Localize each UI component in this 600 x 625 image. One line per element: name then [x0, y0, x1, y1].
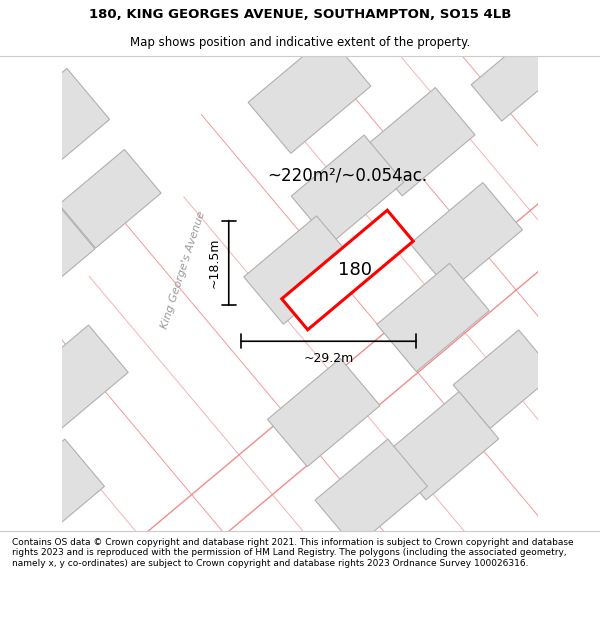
Polygon shape — [362, 88, 475, 196]
Polygon shape — [315, 439, 427, 548]
Polygon shape — [453, 330, 556, 429]
Text: ~220m²/~0.054ac.: ~220m²/~0.054ac. — [268, 166, 428, 184]
Text: 180: 180 — [338, 261, 371, 279]
Polygon shape — [248, 35, 371, 153]
Polygon shape — [282, 210, 413, 330]
Polygon shape — [377, 263, 489, 372]
Polygon shape — [410, 182, 523, 291]
Text: King George's Avenue: King George's Avenue — [160, 210, 208, 330]
Polygon shape — [471, 39, 556, 121]
Text: Map shows position and indicative extent of the property.: Map shows position and indicative extent… — [130, 36, 470, 49]
Text: Contains OS data © Crown copyright and database right 2021. This information is : Contains OS data © Crown copyright and d… — [12, 538, 574, 568]
Polygon shape — [16, 325, 128, 433]
Polygon shape — [244, 216, 356, 324]
Text: 180, KING GEORGES AVENUE, SOUTHAMPTON, SO15 4LB: 180, KING GEORGES AVENUE, SOUTHAMPTON, S… — [89, 8, 511, 21]
Polygon shape — [0, 202, 95, 310]
Text: ~18.5m: ~18.5m — [207, 238, 220, 288]
Polygon shape — [268, 358, 380, 467]
Polygon shape — [59, 149, 161, 248]
Polygon shape — [291, 135, 404, 243]
Polygon shape — [0, 439, 104, 548]
Polygon shape — [386, 392, 499, 500]
Polygon shape — [0, 69, 110, 186]
Text: ~29.2m: ~29.2m — [304, 352, 353, 365]
